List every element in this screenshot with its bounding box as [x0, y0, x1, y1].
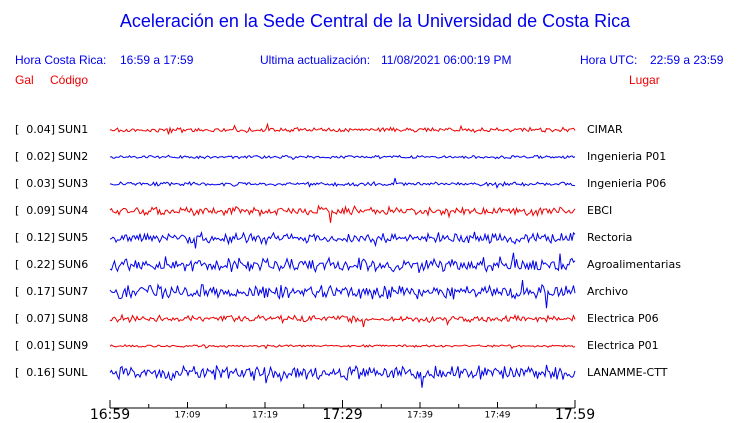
gal-value: [ 0.22]	[15, 258, 55, 271]
station-place: Agroalimentarias	[587, 258, 681, 271]
gal-value: [ 0.16]	[15, 366, 55, 379]
tick-label: 17:29	[322, 407, 362, 423]
station-code: SUN1	[58, 123, 88, 136]
waveform	[109, 154, 576, 161]
station-code: SUN5	[58, 231, 88, 244]
tick-label: 17:49	[485, 411, 511, 421]
gal-value: [ 0.01]	[15, 339, 55, 352]
tick-label: 17:59	[555, 407, 595, 423]
station-code: SUN4	[58, 204, 88, 217]
station-place: LANAMME-CTT	[587, 366, 668, 379]
station-place: Rectoria	[587, 231, 632, 244]
waveform	[109, 204, 576, 223]
waveform	[109, 364, 576, 388]
place-heading: Lugar	[629, 73, 660, 87]
station-code: SUN3	[58, 177, 88, 190]
waveform	[109, 122, 576, 135]
station-place: Archivo	[587, 285, 628, 298]
title: Aceleración en la Sede Central de la Uni…	[120, 11, 631, 31]
waveform	[109, 230, 576, 249]
waveform	[109, 313, 576, 328]
station-place: Ingenieria P01	[587, 150, 666, 163]
waveform	[109, 177, 576, 189]
tick-label: 16:59	[90, 407, 130, 423]
gal-value: [ 0.12]	[15, 231, 55, 244]
update-time: 11/08/2021 06:00:19 PM	[381, 53, 512, 67]
gal-heading: Gal	[15, 73, 34, 87]
gal-value: [ 0.03]	[15, 177, 55, 190]
utc-range: 22:59 a 23:59	[650, 53, 724, 67]
station-code: SUN2	[58, 150, 88, 163]
station-code: SUN7	[58, 285, 88, 298]
local-label: Hora Costa Rica:	[15, 53, 106, 67]
station-code: SUN8	[58, 312, 88, 325]
tick-label: 17:19	[252, 411, 278, 421]
station-code: SUNL	[58, 366, 88, 379]
station-place: CIMAR	[587, 123, 623, 136]
waveform	[109, 280, 576, 309]
waveform	[109, 343, 576, 350]
utc-label: Hora UTC:	[580, 53, 637, 67]
code-heading: Código	[50, 73, 88, 87]
gal-value: [ 0.17]	[15, 285, 55, 298]
update-label: Ultima actualización:	[260, 53, 370, 67]
station-place: Electrica P01	[587, 339, 659, 352]
station-code: SUN6	[58, 258, 88, 271]
station-code: SUN9	[58, 339, 88, 352]
station-place: Electrica P06	[587, 312, 659, 325]
local-range: 16:59 a 17:59	[120, 53, 194, 67]
gal-value: [ 0.09]	[15, 204, 55, 217]
tick-label: 17:09	[175, 411, 201, 421]
tick-label: 17:39	[407, 411, 433, 421]
station-place: Ingenieria P06	[587, 177, 666, 190]
gal-value: [ 0.04]	[15, 123, 55, 136]
waveform	[109, 252, 576, 274]
station-place: EBCI	[587, 204, 612, 217]
gal-value: [ 0.07]	[15, 312, 55, 325]
gal-value: [ 0.02]	[15, 150, 55, 163]
